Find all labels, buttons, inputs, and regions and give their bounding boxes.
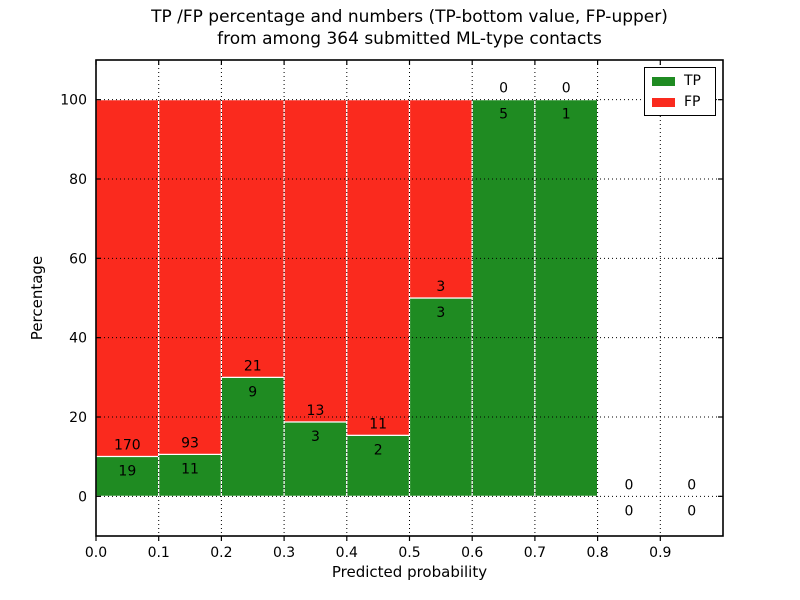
bar-label-fp-0: 170 bbox=[114, 437, 141, 453]
bar-label-fp-1: 93 bbox=[181, 435, 199, 451]
x-tick-label-7: 0.7 bbox=[524, 545, 546, 561]
bar-label-fp-5: 3 bbox=[436, 279, 445, 295]
bar-segment-fp-1 bbox=[158, 99, 222, 455]
bar-label-tp-0: 19 bbox=[118, 463, 136, 479]
bar-segment-tp-6 bbox=[471, 99, 536, 497]
bar-label-fp-9: 0 bbox=[687, 477, 696, 493]
y-tick-label-4: 80 bbox=[69, 172, 87, 188]
legend-entry-fp: FP bbox=[652, 95, 708, 109]
bar-segment-fp-4 bbox=[346, 99, 411, 436]
x-tick-label-2: 0.2 bbox=[210, 545, 232, 561]
y-tick-label-5: 100 bbox=[60, 93, 87, 109]
x-tick-label-5: 0.5 bbox=[398, 545, 420, 561]
chart-title: TP /FP percentage and numbers (TP-bottom… bbox=[96, 6, 723, 50]
bar-label-fp-7: 0 bbox=[562, 81, 571, 97]
legend-swatch-fp bbox=[652, 97, 675, 107]
x-tick-label-6: 0.6 bbox=[461, 545, 483, 561]
bar-label-tp-2: 9 bbox=[248, 384, 257, 400]
y-axis-label: Percentage bbox=[28, 255, 46, 341]
bar-label-tp-8: 0 bbox=[624, 503, 633, 519]
bar-label-tp-9: 0 bbox=[687, 503, 696, 519]
x-tick-label-0: 0.0 bbox=[85, 545, 107, 561]
bar-label-fp-6: 0 bbox=[499, 81, 508, 97]
y-tick-label-2: 40 bbox=[69, 331, 87, 347]
legend-label-fp: FP bbox=[684, 94, 701, 110]
bar-label-tp-1: 11 bbox=[181, 461, 199, 477]
y-tick-label-1: 20 bbox=[69, 410, 87, 426]
bar-segment-tp-1 bbox=[158, 453, 222, 497]
bar-segment-tp-4 bbox=[346, 434, 411, 497]
y-tick-label-0: 0 bbox=[78, 489, 87, 505]
bar-segment-tp-0 bbox=[95, 455, 160, 497]
bar-segment-fp-2 bbox=[220, 99, 285, 378]
bar-label-tp-3: 3 bbox=[311, 429, 320, 445]
legend-label-tp: TP bbox=[684, 73, 701, 89]
x-axis-label: Predicted probability bbox=[331, 563, 488, 581]
chart-title-line1: TP /FP percentage and numbers (TP-bottom… bbox=[151, 7, 668, 27]
bar-segment-tp-5 bbox=[408, 297, 473, 497]
legend: TP FP bbox=[644, 67, 716, 116]
bar-segment-fp-5 bbox=[408, 99, 473, 299]
bar-segment-tp-3 bbox=[283, 421, 348, 497]
x-tick-label-9: 0.9 bbox=[649, 545, 671, 561]
legend-swatch-tp bbox=[652, 76, 675, 86]
bar-label-fp-4: 11 bbox=[369, 416, 387, 432]
chart-title-line2: from among 364 submitted ML-type contact… bbox=[217, 29, 602, 49]
bar-label-fp-8: 0 bbox=[624, 477, 633, 493]
x-tick-label-1: 0.1 bbox=[148, 545, 170, 561]
bar-label-tp-5: 3 bbox=[436, 305, 445, 321]
y-tick-label-3: 60 bbox=[69, 251, 87, 267]
bar-label-tp-7: 1 bbox=[562, 107, 571, 123]
bar-segment-tp-7 bbox=[534, 99, 599, 497]
bar-label-tp-4: 2 bbox=[374, 442, 383, 458]
legend-entry-tp: TP bbox=[652, 74, 708, 88]
bar-label-fp-3: 13 bbox=[307, 403, 325, 419]
x-tick-label-8: 0.8 bbox=[586, 545, 608, 561]
bar-segment-fp-3 bbox=[283, 99, 348, 423]
bar-segment-fp-0 bbox=[95, 99, 160, 458]
bar-label-tp-6: 5 bbox=[499, 107, 508, 123]
bar-label-fp-2: 21 bbox=[244, 358, 262, 374]
x-tick-label-4: 0.4 bbox=[336, 545, 358, 561]
x-tick-label-3: 0.3 bbox=[273, 545, 295, 561]
